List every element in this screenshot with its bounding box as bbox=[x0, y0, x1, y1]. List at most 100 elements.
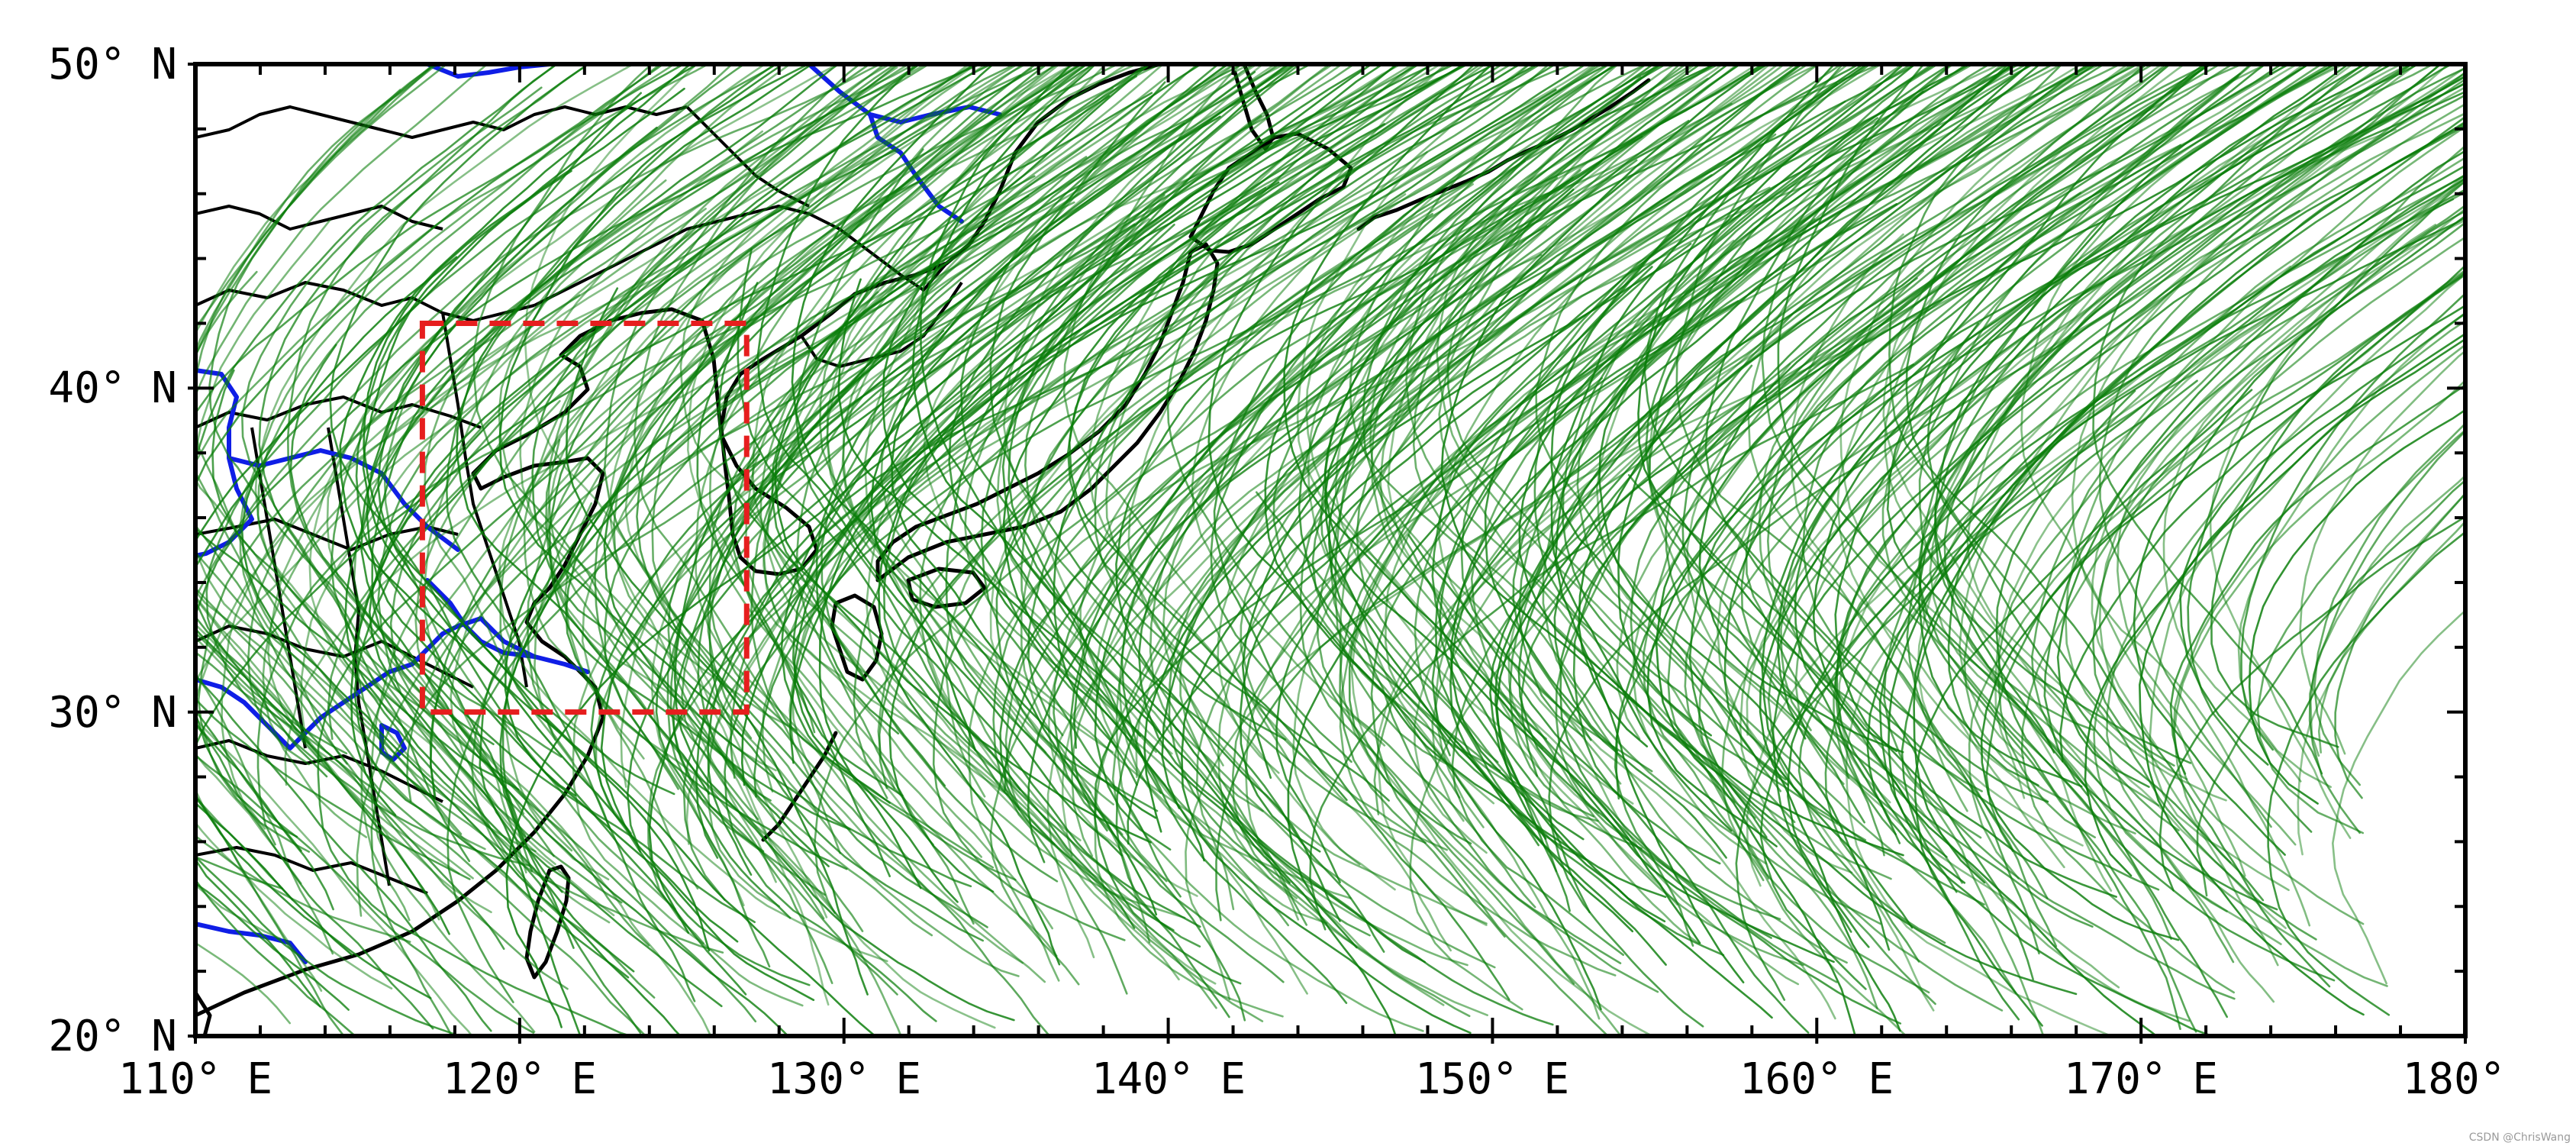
typhoon-track bbox=[2172, 344, 2465, 925]
typhoon-track bbox=[1067, 64, 1399, 802]
typhoon-track bbox=[2209, 177, 2465, 839]
typhoon-track bbox=[1320, 76, 1642, 763]
typhoon-track bbox=[1191, 64, 1531, 747]
typhoon-track bbox=[1980, 304, 2465, 941]
typhoon-track bbox=[195, 64, 686, 852]
typhoon-track bbox=[624, 64, 1075, 918]
typhoon-track bbox=[370, 186, 1267, 1036]
typhoon-track bbox=[999, 64, 1861, 846]
typhoon-track bbox=[1324, 189, 1634, 933]
typhoon-track bbox=[923, 64, 1265, 755]
typhoon-track bbox=[534, 64, 1076, 741]
typhoon-track bbox=[2299, 350, 2465, 755]
typhoon-track bbox=[2332, 609, 2465, 985]
typhoon-track bbox=[1027, 64, 1802, 864]
typhoon-track bbox=[2187, 181, 2465, 833]
typhoon-track bbox=[1494, 64, 2032, 1019]
typhoon-track bbox=[195, 64, 440, 765]
typhoon-track bbox=[1997, 144, 2465, 838]
typhoon-track bbox=[2297, 492, 2465, 856]
typhoon-track bbox=[195, 650, 376, 791]
typhoon-track bbox=[339, 64, 700, 841]
typhoon-track bbox=[2317, 520, 2465, 754]
typhoon-track bbox=[853, 64, 1576, 799]
typhoon-track bbox=[1138, 64, 1663, 1026]
typhoon-track bbox=[1431, 64, 2130, 822]
typhoon-track bbox=[1918, 76, 2239, 831]
typhoon-track bbox=[2093, 319, 2465, 912]
typhoon-track bbox=[2210, 272, 2465, 748]
typhoon-track bbox=[1917, 64, 2450, 847]
typhoon-track bbox=[1105, 64, 1452, 767]
typhoon-track bbox=[655, 330, 945, 919]
typhoon-track bbox=[2031, 191, 2465, 964]
typhoon-track bbox=[795, 148, 1175, 931]
typhoon-track bbox=[1723, 64, 2454, 786]
typhoon-track bbox=[1791, 233, 2065, 869]
typhoon-track bbox=[1387, 64, 1836, 1020]
typhoon-track bbox=[1309, 363, 1914, 931]
typhoon-track bbox=[1933, 64, 2374, 764]
typhoon-track bbox=[1264, 64, 1667, 899]
typhoon-track bbox=[195, 182, 822, 992]
typhoon-track bbox=[1535, 64, 1843, 793]
typhoon-track bbox=[1439, 64, 1953, 912]
typhoon-track bbox=[2240, 292, 2465, 751]
typhoon-track bbox=[750, 64, 1256, 881]
typhoon-track bbox=[1296, 151, 1600, 814]
typhoon-track bbox=[815, 64, 1313, 735]
typhoon-track bbox=[2020, 64, 2342, 877]
typhoon-track bbox=[1316, 64, 1975, 909]
typhoon-track bbox=[761, 64, 1487, 793]
lon-label-160: 160° E bbox=[1739, 1054, 1894, 1104]
typhoon-track bbox=[1003, 64, 1308, 995]
typhoon-track bbox=[1438, 64, 1756, 819]
typhoon-track bbox=[240, 86, 656, 999]
typhoon-track bbox=[1115, 64, 1656, 922]
axis-ticks bbox=[188, 63, 2467, 1044]
typhoon-track bbox=[948, 64, 1297, 786]
typhoon-track bbox=[1024, 194, 1307, 926]
typhoon-track bbox=[1777, 90, 2465, 740]
typhoon-track bbox=[1349, 64, 1881, 925]
typhoon-track bbox=[546, 64, 989, 772]
lon-label-110: 110° E bbox=[118, 1054, 272, 1104]
typhoon-track bbox=[995, 64, 1543, 812]
typhoon-track bbox=[1572, 64, 2213, 865]
typhoon-track bbox=[308, 64, 840, 749]
typhoon-track bbox=[1370, 377, 1610, 1036]
typhoon-track bbox=[1215, 64, 2107, 922]
typhoon-track bbox=[667, 131, 1137, 932]
typhoon-track bbox=[759, 291, 1264, 1022]
typhoon-track bbox=[360, 64, 1084, 922]
typhoon-track bbox=[2092, 64, 2365, 775]
typhoon-track bbox=[1617, 64, 2042, 737]
typhoon-track bbox=[2179, 312, 2465, 766]
typhoon-track bbox=[2310, 474, 2465, 757]
typhoon-track bbox=[1008, 115, 1385, 953]
typhoon-track bbox=[1866, 164, 2465, 1036]
lat-label-50: 50° N bbox=[48, 40, 177, 89]
typhoon-track bbox=[1554, 64, 2034, 983]
typhoon-track bbox=[1878, 177, 2465, 858]
typhoon-track bbox=[863, 87, 1114, 754]
typhoon-track bbox=[1616, 64, 2210, 740]
typhoon-track bbox=[730, 64, 1422, 780]
typhoon-track bbox=[548, 64, 1047, 831]
typhoon-track bbox=[626, 64, 1469, 853]
typhoon-track bbox=[964, 64, 1335, 754]
typhoon-track bbox=[766, 64, 1107, 796]
kyushu-coastline bbox=[830, 593, 884, 682]
typhoon-tracks bbox=[195, 64, 2465, 1036]
typhoon-track bbox=[636, 64, 1038, 928]
typhoon-track bbox=[1495, 64, 2394, 840]
typhoon-track bbox=[646, 64, 1551, 944]
typhoon-track bbox=[205, 64, 779, 867]
typhoon-track bbox=[1542, 64, 2023, 964]
typhoon-track bbox=[447, 64, 1290, 1003]
typhoon-track bbox=[2098, 224, 2437, 967]
typhoon-track bbox=[195, 89, 611, 924]
typhoon-track bbox=[1761, 64, 2207, 824]
typhoon-track bbox=[1630, 277, 1936, 1006]
typhoon-track bbox=[751, 64, 1089, 841]
